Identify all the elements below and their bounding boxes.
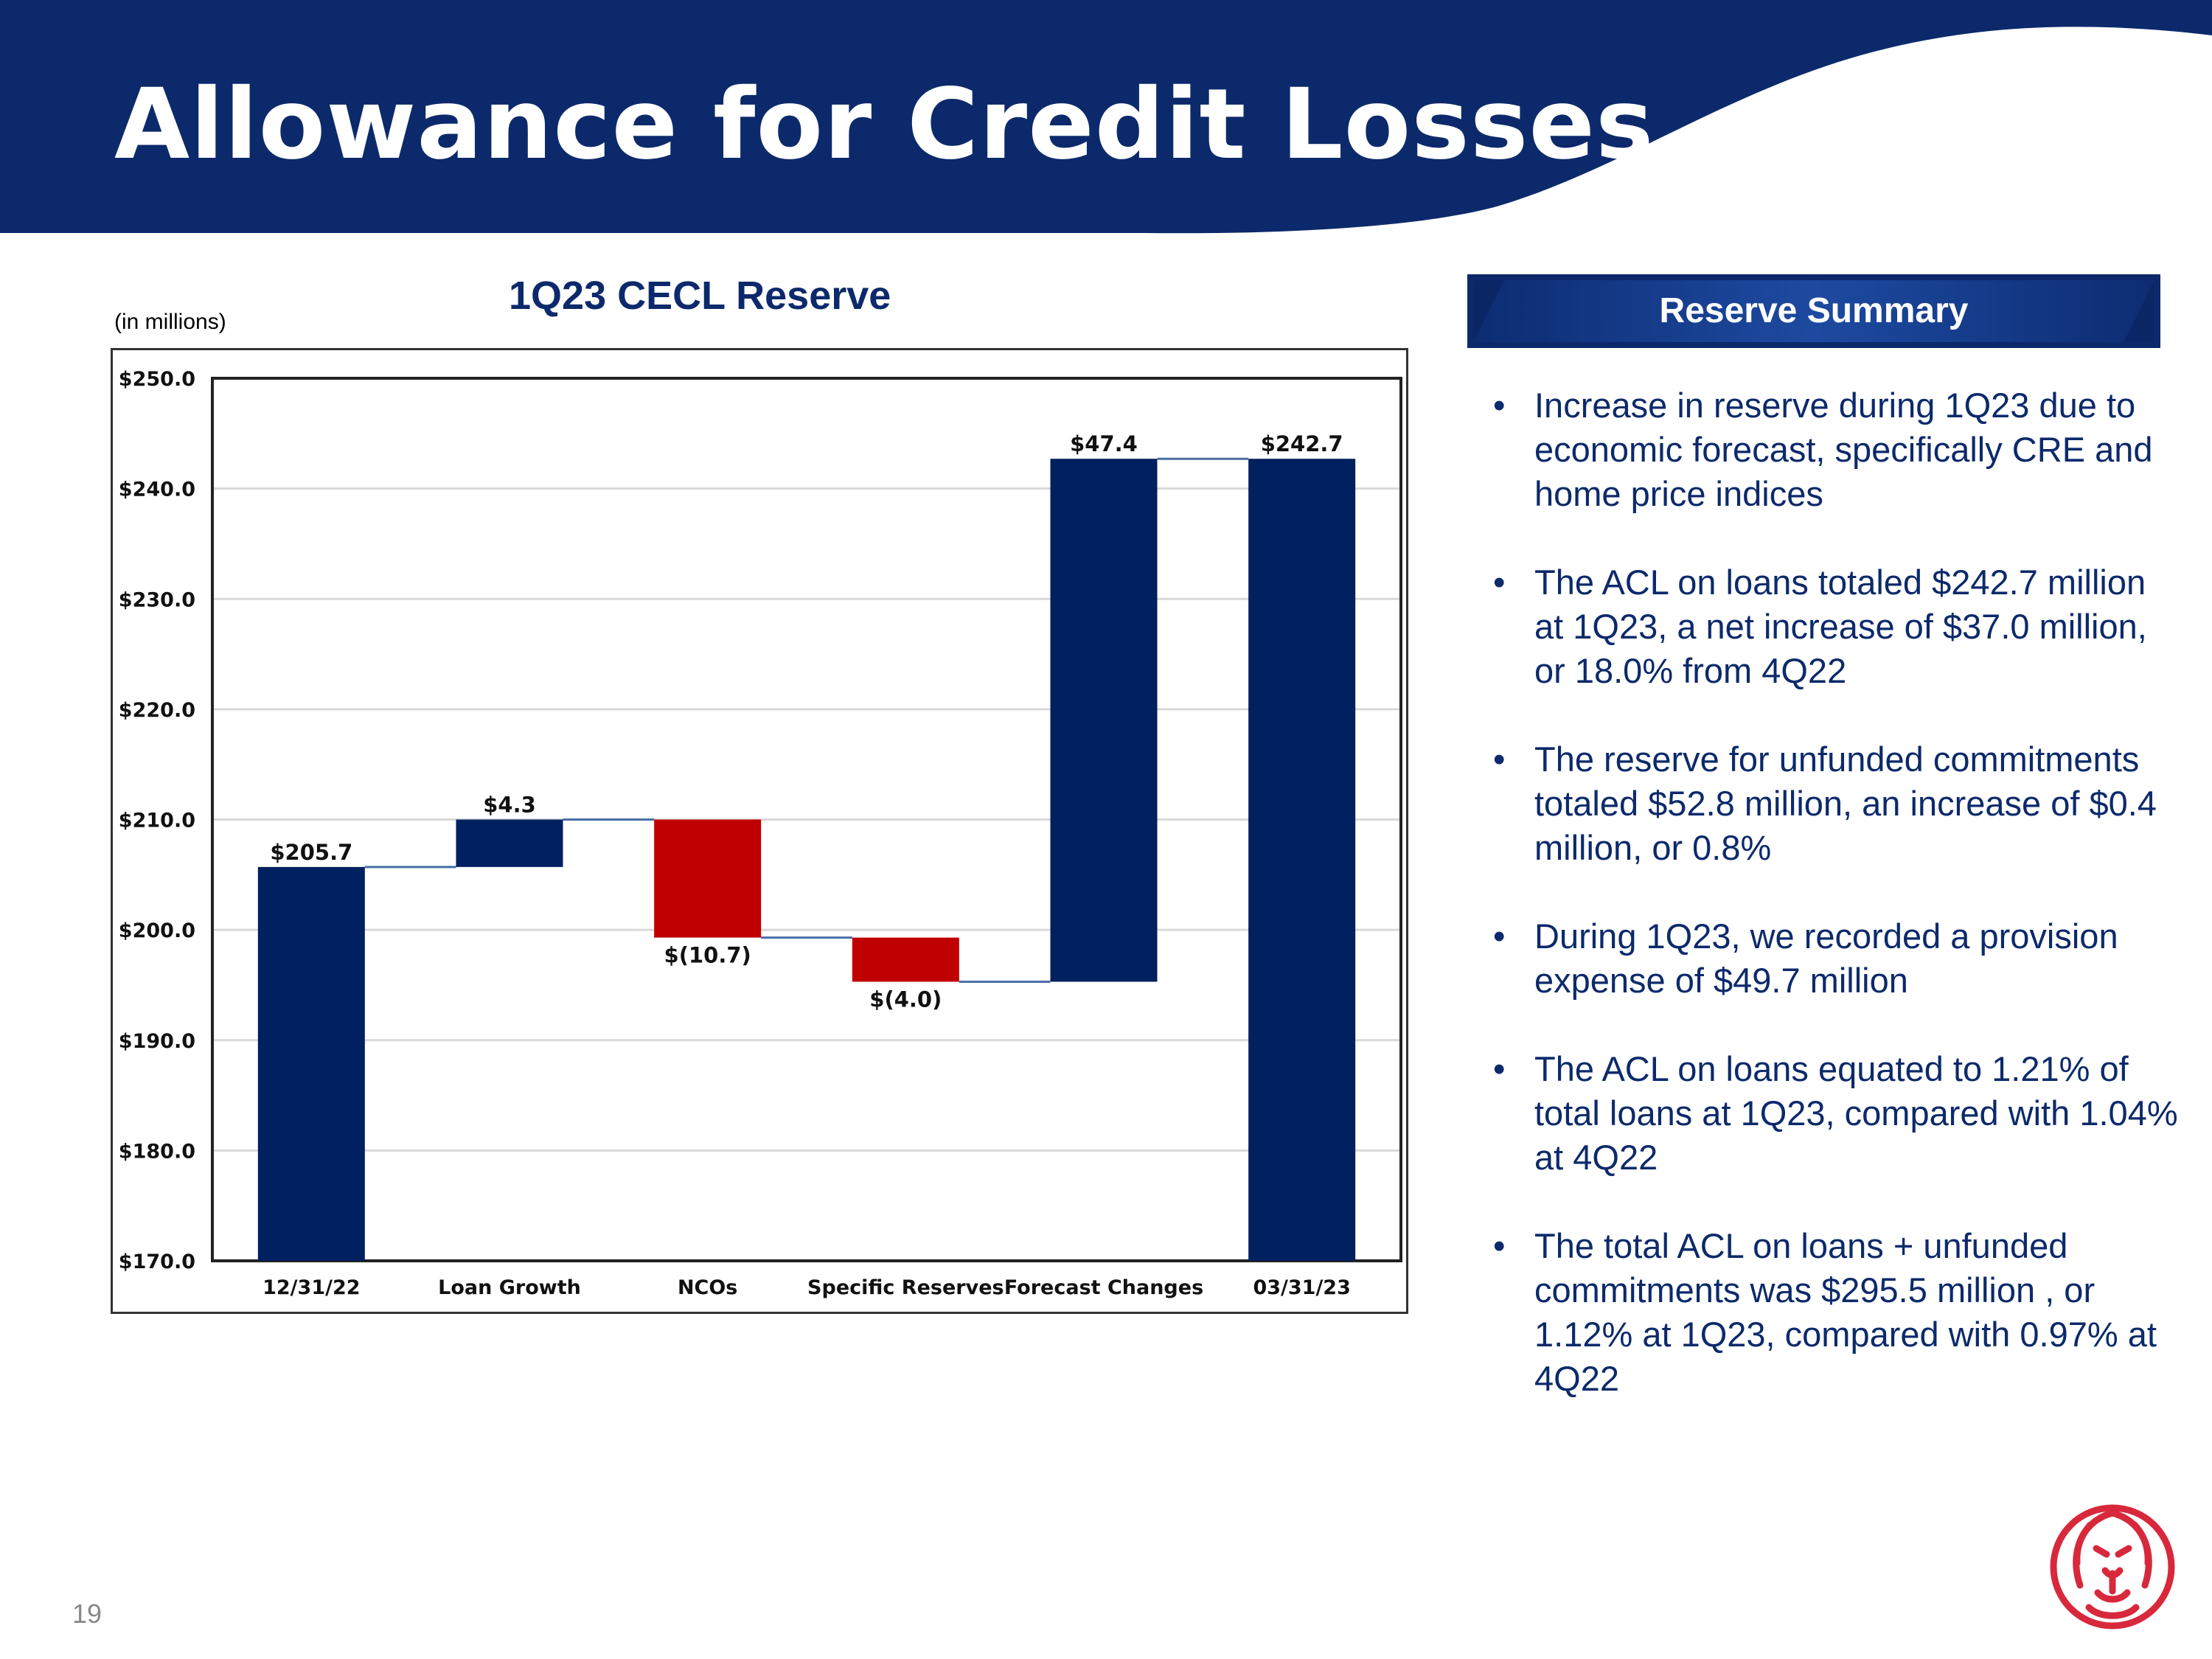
page-title: Allowance for Credit Losses bbox=[114, 68, 1655, 181]
y-tick-label: $200.0 bbox=[119, 919, 195, 942]
bar-value-label: $(10.7) bbox=[664, 943, 751, 968]
reserve-summary-heading: Reserve Summary bbox=[1659, 291, 1969, 330]
summary-bullet-text: Increase in reserve during 1Q23 due to e… bbox=[1534, 386, 2153, 513]
bar-increase bbox=[1050, 459, 1158, 982]
x-category-label: NCOs bbox=[678, 1276, 737, 1299]
lion-logo-icon bbox=[2050, 1504, 2175, 1630]
summary-bullet-text: During 1Q23, we recorded a provision exp… bbox=[1534, 917, 2118, 1000]
y-tick-label: $220.0 bbox=[119, 699, 195, 722]
header-band bbox=[0, 0, 2212, 234]
y-tick-label: $190.0 bbox=[119, 1030, 195, 1053]
chart-title: 1Q23 CECL Reserve bbox=[509, 274, 891, 318]
reserve-summary-banner bbox=[1467, 274, 2160, 348]
bar-total bbox=[1248, 459, 1356, 1261]
summary-bullet-text: The ACL on loans equated to 1.21% of tot… bbox=[1534, 1049, 2178, 1177]
y-tick-label: $180.0 bbox=[119, 1140, 195, 1163]
page-number: 19 bbox=[72, 1599, 102, 1629]
x-category-label: Forecast Changes bbox=[1004, 1276, 1203, 1299]
summary-bullet: • During 1Q23, we recorded a provision ex… bbox=[1493, 917, 2118, 1000]
chart-frame: $170.0 $180.0 $190.0 $200.0 $210.0 $220.0 $230… bbox=[111, 348, 1408, 1314]
x-category-label: 12/31/22 bbox=[262, 1276, 360, 1299]
plot-area-border bbox=[211, 377, 1402, 1262]
reserve-summary-list: • Increase in reserve during 1Q23 due to … bbox=[1493, 383, 2179, 1445]
bar-decrease bbox=[852, 937, 959, 982]
y-tick-label: $240.0 bbox=[119, 479, 195, 501]
summary-bullet-text: The reserve for unfunded commitments tot… bbox=[1534, 740, 2157, 867]
bar-value-label: $(4.0) bbox=[869, 987, 942, 1012]
y-tick-label: $210.0 bbox=[119, 810, 195, 832]
waterfall-chart: $170.0 $180.0 $190.0 $200.0 $210.0 $220.0 $230… bbox=[119, 368, 1402, 1299]
summary-bullet-text: The ACL on loans totaled $242.7 million … bbox=[1534, 563, 2147, 690]
summary-bullet: • The ACL on loans equated to 1.21% of to… bbox=[1493, 1049, 2178, 1177]
x-category-label: Loan Growth bbox=[438, 1276, 581, 1299]
summary-bullet: • The total ACL on loans + unfunded commi… bbox=[1493, 1226, 2157, 1398]
summary-bullet: • The ACL on loans totaled $242.7 million… bbox=[1493, 563, 2147, 690]
bar-value-label: $242.7 bbox=[1261, 431, 1343, 456]
y-tick-label: $170.0 bbox=[119, 1251, 195, 1273]
summary-bullet-text: The total ACL on loans + unfunded commit… bbox=[1534, 1226, 2157, 1398]
bar-value-label: $4.3 bbox=[483, 793, 536, 818]
bar-value-label: $205.7 bbox=[270, 840, 352, 865]
bar-value-label: $47.4 bbox=[1070, 431, 1138, 456]
bar-increase bbox=[456, 819, 563, 867]
x-category-label: 03/31/23 bbox=[1253, 1276, 1350, 1299]
y-tick-label: $230.0 bbox=[119, 588, 195, 611]
bar-total bbox=[257, 866, 365, 1261]
summary-bullet: • The reserve for unfunded commitments to… bbox=[1493, 740, 2157, 867]
bar-decrease bbox=[654, 819, 762, 938]
y-tick-label: $250.0 bbox=[119, 368, 195, 391]
x-category-label: Specific Reserves bbox=[807, 1276, 1004, 1299]
summary-bullet: • Increase in reserve during 1Q23 due to … bbox=[1493, 386, 2153, 513]
units-note: (in millions) bbox=[114, 310, 226, 334]
